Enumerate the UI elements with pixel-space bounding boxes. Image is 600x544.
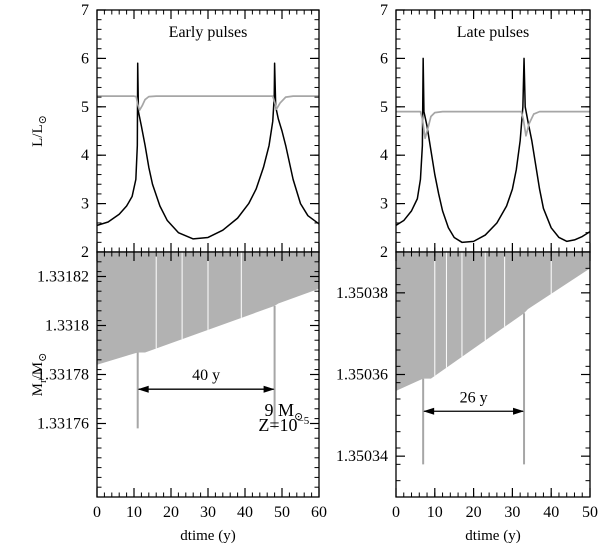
metallicity-annotation: Z=10−5 [258,415,309,435]
y-tick-label: 1.33182 [37,269,89,286]
duration-arrow-head-right [263,385,275,393]
shaded-region [396,252,590,391]
y-axis-title-mass: Mr/M⊙ [30,353,49,397]
black-luminosity-curve [97,62,319,240]
y-tick-label: 1.33176 [37,416,89,433]
y-tick-label: 3 [81,196,89,213]
y-tick-label: 7 [81,2,89,19]
y-tick-label: 2 [81,244,89,261]
panel-title: Early pulses [169,24,248,41]
y-axis-title-luminosity-part: /L [30,124,46,137]
x-tick-label: 20 [163,504,179,521]
panel-late-pulses-mass: 26 y 1.35034 1.35036 1.35038 0 10 20 30 40 50 dtim… [336,251,598,544]
y-tick-label: 5 [81,99,89,116]
mass-annotation-part: 9 M [264,400,294,420]
duration-arrow-head-left [423,407,435,415]
metallicity-annotation-part: −5 [298,415,310,427]
metallicity-annotation-part: Z=10 [258,415,297,435]
plot-area [396,252,590,465]
panel-frame [96,9,320,253]
y-axis-title-mass-part: r [37,379,49,383]
duration-arrow-head-left [137,385,149,393]
y-axis-title-mass-part: M [30,383,46,396]
mass-annotation-part: ⊙ [294,411,303,423]
y-tick-label: 6 [81,50,89,67]
plot-area [396,57,590,244]
panel-title: Late pulses [457,24,529,41]
plot-area [97,252,319,429]
x-tick-label: 40 [237,504,253,521]
y-tick-label: 7 [380,2,388,19]
x-axis-title: dtime (y) [465,528,520,544]
grey-luminosity-curve [97,95,319,112]
x-axis-title: dtime (y) [180,528,235,544]
y-tick-label: 3 [380,196,388,213]
panel-early-pulses-mass: 40 y 1.33176 1.33178 1.3318 1.33182 0 10 20 30 40… [30,251,327,544]
y-axis-title-luminosity-part: ⊙ [37,115,49,124]
plot-area [97,62,319,240]
mass-annotation: 9 M⊙ [264,400,303,423]
y-tick-label: 6 [380,50,388,67]
y-tick-label: 2 [380,244,388,261]
x-tick-label: 60 [311,504,327,521]
y-tick-label: 1.33178 [37,367,89,384]
y-tick-label: 4 [81,147,89,164]
y-tick-label: 4 [380,147,388,164]
black-luminosity-curve [396,57,590,244]
y-tick-label: 1.35036 [336,367,388,384]
x-tick-label: 30 [200,504,216,521]
y-axis-title-mass-part: ⊙ [37,353,49,362]
x-tick-label: 50 [274,504,290,521]
x-tick-label: 40 [543,504,559,521]
duration-label: 40 y [192,367,220,384]
y-axis-title-luminosity: L/L⊙ [30,115,49,147]
y-tick-label: 5 [380,99,388,116]
x-tick-label: 0 [93,504,101,521]
y-tick-label: 1.35038 [336,285,388,302]
panel-frame [395,9,591,253]
x-tick-label: 10 [427,504,443,521]
x-tick-label: 20 [466,504,482,521]
x-tick-label: 30 [504,504,520,521]
y-tick-label: 1.35034 [336,448,388,465]
y-axis-title-mass-part: /M [30,362,46,380]
duration-label: 26 y [460,389,488,406]
x-tick-label: 0 [392,504,400,521]
y-axis-title-luminosity-part: L [30,138,46,147]
x-tick-label: 50 [582,504,598,521]
x-tick-label: 10 [126,504,142,521]
y-tick-label: 1.3318 [45,318,89,335]
duration-arrow-head-right [513,407,525,415]
grey-luminosity-curve [396,110,590,140]
panel-late-pulses-luminosity: 2 3 4 5 6 7 Late pulses [380,2,591,261]
panel-early-pulses-luminosity: 2 3 4 5 6 7 Early pulses L/L⊙ [30,2,320,261]
